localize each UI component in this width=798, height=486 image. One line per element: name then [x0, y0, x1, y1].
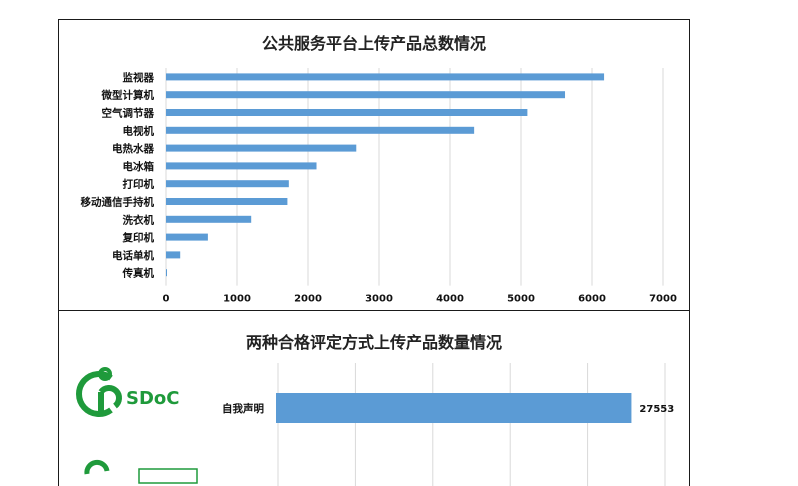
category-label: 微型计算机: [101, 89, 155, 102]
bar: [276, 393, 632, 423]
category-label: 电视机: [123, 124, 155, 137]
category-label: 移动通信手持机: [81, 196, 155, 209]
category-label: 空气调节器: [102, 107, 155, 120]
bar: [166, 180, 289, 188]
bar: [166, 126, 475, 134]
x-tick-label: 6000: [578, 294, 606, 305]
bar: [166, 269, 167, 277]
x-tick-label: 7000: [649, 294, 677, 305]
category-label: 自我声明: [222, 402, 264, 415]
bottom-chart-title: 两种合格评定方式上传产品数量情况: [245, 333, 502, 352]
x-tick-label: 2000: [294, 294, 322, 305]
category-label: 打印机: [123, 178, 155, 191]
bottom-chart-panel: 两种合格评定方式上传产品数量情况 SDoC 自我声明 27553: [58, 310, 690, 486]
bar: [166, 198, 288, 205]
category-label: 电热水器: [112, 142, 154, 155]
category-label: 传真机: [122, 267, 155, 280]
bar: [166, 144, 357, 152]
x-tick-label: 3000: [365, 294, 393, 305]
category-label: 复印机: [122, 231, 155, 244]
second-logo-partial: [84, 459, 198, 484]
top-chart-svg: 0 1000 2000 3000 4000 5000 6000 7000 监视器微型计算机空气调…: [81, 68, 677, 305]
top-chart-panel: 公共服务平台上传产品总数情况 0 1000 2000 3000 4000 5000 6000…: [58, 19, 690, 311]
category-label: 电话单机: [112, 249, 154, 262]
x-tick-label: 0: [163, 294, 170, 305]
x-tick-label: 1000: [223, 294, 251, 305]
x-tick-label: 4000: [436, 294, 464, 305]
data-label: 27553: [639, 404, 674, 415]
bar: [166, 162, 317, 170]
bar: [166, 73, 605, 81]
bottom-chart-svg: SDoC 自我声明 27553: [76, 363, 674, 486]
category-label: 监视器: [123, 71, 155, 84]
category-label: 洗衣机: [123, 213, 155, 226]
category-label: 电冰箱: [123, 160, 155, 173]
sdoc-logo: SDoC: [76, 367, 179, 417]
bar: [166, 109, 528, 116]
bar: [166, 215, 252, 223]
top-chart-title: 公共服务平台上传产品总数情况: [261, 34, 486, 53]
bar: [166, 233, 208, 241]
bar: [166, 251, 181, 259]
sdoc-logo-text: SDoC: [126, 388, 179, 409]
x-tick-label: 5000: [507, 294, 535, 305]
bar: [166, 91, 566, 99]
